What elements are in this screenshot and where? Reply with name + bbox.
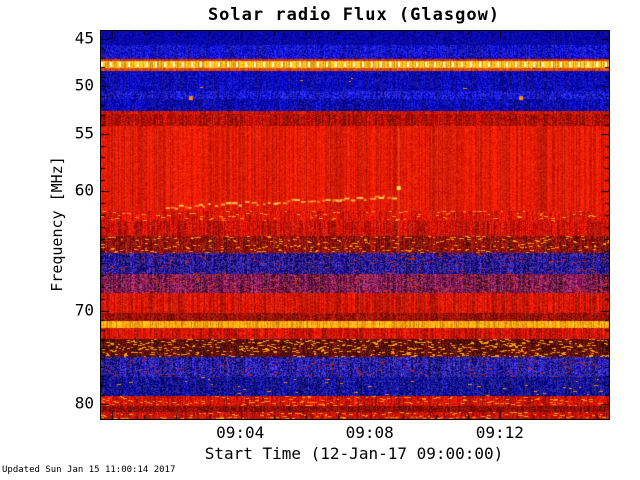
- y-tick-label: 55: [74, 123, 94, 143]
- x-axis-label: Start Time (12-Jan-17 09:00:00): [204, 444, 504, 463]
- y-tick-label: 60: [74, 180, 94, 200]
- y-axis-label: Frequency [MHz]: [48, 156, 66, 292]
- y-tick-label: 45: [74, 28, 94, 48]
- spectrogram-canvas: [100, 30, 610, 420]
- y-tick-label: 50: [74, 75, 94, 95]
- y-tick-label: 70: [74, 300, 94, 320]
- x-tick-label: 09:08: [345, 423, 394, 442]
- y-tick-label: 80: [74, 393, 94, 413]
- chart-title: Solar radio Flux (Glasgow): [207, 5, 501, 25]
- updated-timestamp: Updated Sun Jan 15 11:00:14 2017: [2, 465, 176, 475]
- x-tick-label: 09:12: [475, 423, 524, 442]
- x-tick-label: 09:04: [216, 423, 265, 442]
